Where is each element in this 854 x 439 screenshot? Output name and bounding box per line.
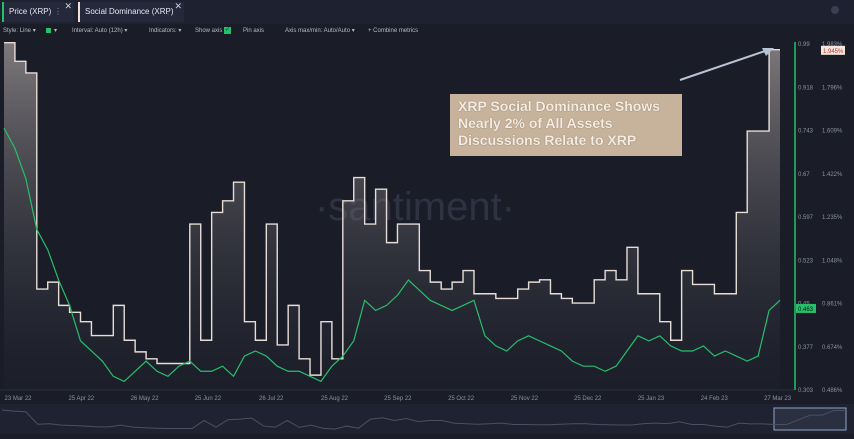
price-tick-label: 0.67: [798, 172, 810, 178]
price-tick-label: 0.99: [798, 42, 810, 48]
close-icon[interactable]: ✕: [64, 1, 72, 11]
x-tick-label: 26 Jul 22: [259, 396, 284, 402]
indicators-select[interactable]: Indicators: ▾: [149, 28, 182, 34]
price-tick-label: 0.597: [798, 215, 814, 221]
dominance-tick-label: 1.609%: [822, 129, 843, 135]
navigator-sparkline: [1, 409, 846, 430]
price-tick-label: 0.303: [798, 388, 814, 394]
x-tick-label: 25 Jun 22: [195, 396, 222, 402]
chart-toolbar: Style: Line ▾ ▾ Interval: Auto (12h) ▾ I…: [0, 24, 854, 38]
x-tick-label: 25 Oct 22: [448, 396, 475, 402]
close-icon[interactable]: ✕: [174, 1, 182, 11]
dominance-tick-label: 0.674%: [822, 345, 843, 351]
dominance-tick-label: 1.048%: [822, 258, 843, 264]
x-tick-label: 23 Mar 22: [4, 396, 32, 402]
navigator-window[interactable]: [773, 407, 847, 431]
more-icon[interactable]: ⋮: [54, 7, 62, 16]
x-tick-label: 25 Dec 22: [574, 396, 602, 402]
tab-bar: Price (XRP) ⋮ ✕ Social Dominance (XRP) ⋮…: [0, 0, 854, 24]
x-tick-label: 26 May 22: [131, 396, 160, 402]
x-tick-label: 25 Apr 22: [68, 396, 94, 402]
navigator[interactable]: [0, 404, 854, 434]
pin-axis-toggle[interactable]: Pin axis: [243, 28, 265, 34]
x-tick-label: 25 Nov 22: [511, 396, 539, 402]
price-tick-label: 0.523: [798, 258, 814, 264]
check-icon: ✓: [224, 26, 232, 34]
dominance-current-label: 1.945%: [823, 49, 844, 55]
tab-price-xrp[interactable]: Price (XRP) ⋮ ✕: [2, 1, 74, 22]
color-swatch-icon: [46, 27, 51, 33]
x-tick-label: 24 Feb 23: [701, 396, 729, 402]
price-dominance-chart[interactable]: ·santiment· 23 Mar 22 25 Apr 22 26 May 22 2…: [0, 40, 854, 434]
dominance-tick-label: 1.796%: [822, 85, 843, 91]
dominance-current-badge: [821, 45, 845, 55]
more-icon[interactable]: ⋮: [164, 7, 172, 16]
chart-area[interactable]: ·santiment· 23 Mar 22 25 Apr 22 26 May 22 2…: [0, 40, 854, 434]
price-tick-label: 0.377: [798, 345, 814, 351]
x-tick-label: 25 Jan 23: [638, 396, 665, 402]
x-tick-label: 25 Sep 22: [384, 396, 412, 402]
series-price-line: [3, 127, 781, 383]
show-axis-toggle[interactable]: Show axis ✓: [195, 26, 232, 34]
tab-social-dominance-xrp[interactable]: Social Dominance (XRP) ⋮ ✕: [78, 1, 184, 22]
interval-select[interactable]: Interval: Auto (12h) ▾: [72, 28, 128, 34]
axis-minmax-select[interactable]: Axis max/min: Auto/Auto ▾: [285, 28, 355, 34]
price-current-badge: [796, 303, 816, 313]
dominance-tick-label: 1.235%: [822, 215, 843, 221]
dominance-tick-label: 1.983%: [822, 42, 843, 48]
tab-label: Social Dominance (XRP): [85, 7, 174, 16]
x-tick-label: 25 Aug 22: [321, 396, 349, 402]
dominance-tick-label: 0.861%: [822, 302, 843, 308]
annotation-callout: XRP Social Dominance Shows Nearly 2% of …: [450, 94, 682, 156]
settings-icon[interactable]: [831, 6, 839, 14]
tab-label: Price (XRP): [9, 7, 52, 16]
color-select[interactable]: ▾: [46, 24, 57, 38]
dominance-tick-label: 1.422%: [822, 172, 843, 178]
x-tick-label: 27 Mar 23: [764, 396, 792, 402]
price-tick-label: 0.918: [798, 85, 814, 91]
dominance-tick-label: 0.486%: [822, 388, 843, 394]
price-tick-label: 0.743: [798, 129, 814, 135]
price-current-label: 0.463: [798, 307, 814, 313]
series-social-dominance-line: [4, 41, 780, 376]
combine-metrics-button[interactable]: + Combine metrics: [368, 28, 419, 34]
style-select[interactable]: Style: Line ▾: [3, 28, 36, 34]
